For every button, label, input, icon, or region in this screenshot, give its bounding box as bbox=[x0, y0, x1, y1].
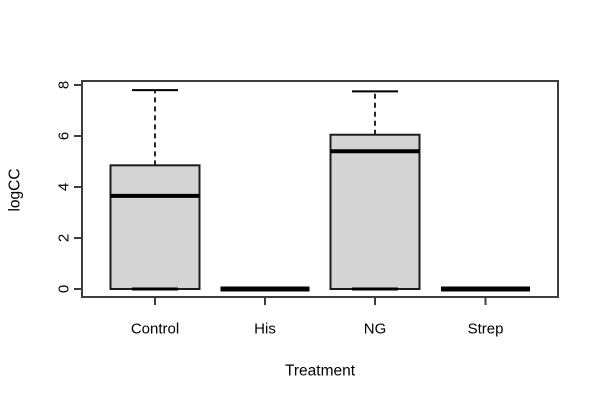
box-control bbox=[109, 89, 201, 291]
y-tick-label: 6 bbox=[56, 132, 73, 140]
box-series bbox=[109, 89, 530, 292]
x-tick-label: NG bbox=[364, 321, 387, 338]
box-ng bbox=[329, 90, 421, 291]
y-tick-label: 8 bbox=[56, 81, 73, 89]
iqr-box bbox=[109, 164, 201, 290]
iqr-box bbox=[329, 133, 421, 290]
x-tick-label: His bbox=[254, 321, 276, 338]
plot-frame bbox=[81, 80, 559, 298]
y-tick-label: 0 bbox=[56, 285, 73, 293]
x-tick-label: Control bbox=[131, 321, 179, 338]
x-axis-title: Treatment bbox=[285, 363, 356, 380]
x-tick-label: Strep bbox=[468, 321, 504, 338]
y-tick-label: 2 bbox=[56, 234, 73, 242]
plot-border bbox=[81, 80, 559, 298]
y-tick-label: 4 bbox=[56, 183, 73, 191]
x-axis: Control His NG Strep bbox=[131, 297, 504, 338]
y-axis-title: logCC bbox=[7, 168, 24, 211]
y-axis: 0 2 4 6 8 bbox=[56, 81, 82, 293]
